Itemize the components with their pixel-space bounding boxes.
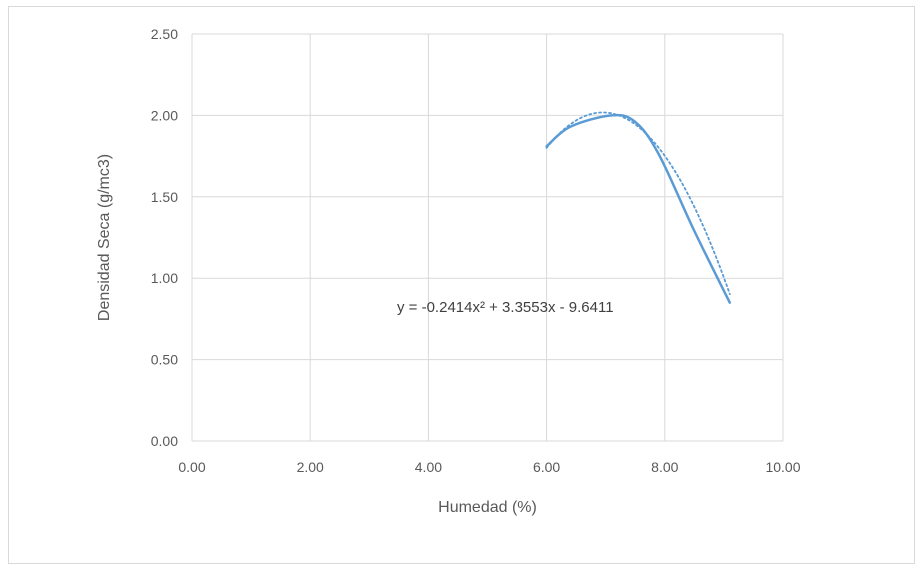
- series-group: [545, 111, 732, 304]
- tick-labels: 0.00 0.50 1.00 1.50 2.00 2.50 0.00 2.00 4.00 6.00…: [151, 26, 801, 475]
- x-tick-label: 8.00: [651, 459, 678, 475]
- x-tick-label: 6.00: [533, 459, 560, 475]
- trendline: [545, 111, 731, 296]
- x-tick-label: 2.00: [297, 459, 324, 475]
- y-tick-label: 1.50: [151, 189, 178, 205]
- gridlines: [191, 33, 784, 442]
- y-tick-label: 1.00: [151, 270, 178, 286]
- y-axis-title: Densidad Seca (g/mc3): [96, 154, 113, 321]
- chart-area: [8, 6, 915, 564]
- x-tick-label: 10.00: [765, 459, 800, 475]
- series-line: [545, 113, 732, 304]
- x-axis-title: Humedad (%): [438, 499, 537, 516]
- y-tick-label: 2.00: [151, 107, 178, 123]
- x-tick-label: 0.00: [178, 459, 205, 475]
- y-tick-label: 0.00: [151, 433, 178, 449]
- y-tick-label: 2.50: [151, 26, 178, 42]
- trendline-equation: y = -0.2414x² + 3.3553x - 9.6411: [397, 299, 614, 316]
- x-tick-label: 4.00: [415, 459, 442, 475]
- y-tick-label: 0.50: [151, 352, 178, 368]
